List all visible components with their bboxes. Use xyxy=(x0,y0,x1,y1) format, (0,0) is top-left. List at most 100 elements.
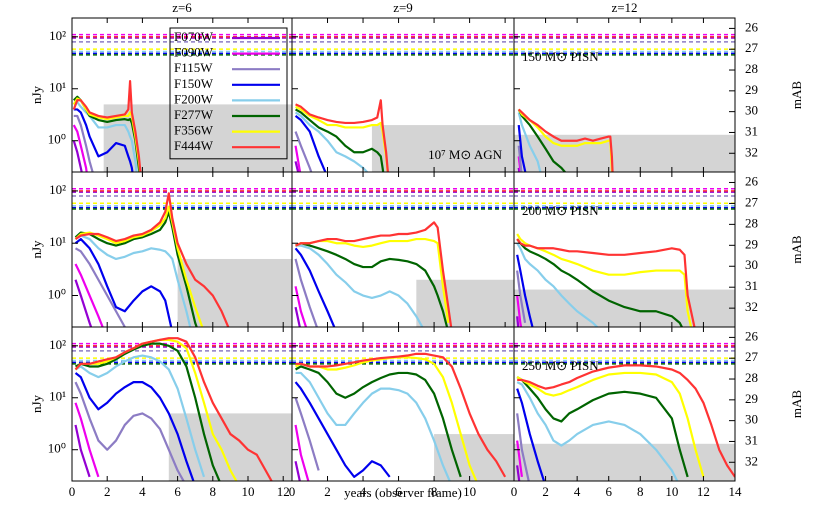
y-tick-label: 10⁰ xyxy=(48,441,66,456)
series-line xyxy=(74,354,206,478)
series-line xyxy=(74,402,100,478)
series-line xyxy=(294,161,300,172)
y-tick-label: 10² xyxy=(49,182,66,197)
y2-tick-label: 29 xyxy=(745,391,758,406)
series-line xyxy=(516,381,679,481)
x-tick-label: 0 xyxy=(289,484,296,499)
series-line xyxy=(74,279,93,327)
shade xyxy=(514,443,735,481)
legend-label: F444W xyxy=(174,138,214,153)
x-tick-label: 12 xyxy=(697,484,710,499)
shade xyxy=(177,258,292,327)
series-line xyxy=(294,461,301,481)
series-line xyxy=(73,108,134,172)
legend-box xyxy=(169,27,288,160)
x-tick-label: 0 xyxy=(69,484,76,499)
series-line xyxy=(74,381,185,481)
y2-tick-label: 32 xyxy=(745,299,758,314)
shade xyxy=(514,134,735,172)
y2-tick-label: 29 xyxy=(745,236,758,251)
shade xyxy=(514,289,735,327)
series-line xyxy=(295,108,385,172)
series-line xyxy=(294,424,310,481)
series-line xyxy=(294,111,369,172)
series-line xyxy=(516,295,523,327)
y-tick-label: 10¹ xyxy=(49,80,66,95)
plot-area xyxy=(292,33,514,172)
x-tick-label: 6 xyxy=(605,484,612,499)
series-line xyxy=(74,234,192,327)
y-axis-label: nJy xyxy=(29,85,44,104)
panel: 0 2 4 6 8 10 12 14 26 27 28 29 30 31 32 mAB 250 M⊙ PISN xyxy=(511,326,804,499)
series-line xyxy=(294,258,319,327)
series-line xyxy=(295,242,449,327)
series-line xyxy=(517,108,614,172)
panel: 10⁰ 10¹ 10² nJy xyxy=(29,171,293,328)
x-tick-label: 4 xyxy=(139,484,146,499)
y2-tick-label: 30 xyxy=(745,103,758,118)
series-line xyxy=(74,424,91,478)
x-tick-label: 8 xyxy=(637,484,644,499)
panel: 0 2 4 6 8 10 12 10⁰ 10¹ 10² nJy xyxy=(29,326,293,499)
annotation: 200 M⊙ PISN xyxy=(522,203,599,218)
y-tick-label: 10² xyxy=(49,337,66,352)
legend-label: F070W xyxy=(174,29,214,44)
plot-area xyxy=(72,337,292,481)
x-tick-label: 8 xyxy=(431,484,438,499)
series-line xyxy=(75,342,221,481)
annotation: 150 M⊙ PISN xyxy=(522,49,599,64)
x-tick-label: 14 xyxy=(729,484,743,499)
series-line xyxy=(74,237,173,327)
series-line xyxy=(295,352,507,478)
y2-tick-label: 27 xyxy=(745,194,759,209)
panel: z=9 10⁷ M⊙ AGN xyxy=(291,0,515,173)
series-line xyxy=(294,397,320,471)
series-line xyxy=(516,376,689,478)
series-line xyxy=(516,242,599,327)
panel: 10⁰ 10¹ 10² z=6 nJy F070WF090WF115WF150WF200W… xyxy=(29,0,293,173)
series-line xyxy=(73,114,94,172)
y2-tick-label: 28 xyxy=(745,370,758,385)
series-line xyxy=(74,192,230,327)
x-tick-label: 6 xyxy=(174,484,181,499)
y2-tick-label: 29 xyxy=(745,82,758,97)
plot-area xyxy=(292,188,514,327)
series-line xyxy=(72,80,142,172)
y-tick-label: 10² xyxy=(49,28,66,43)
x-axis-label: years (observer frame) xyxy=(344,485,462,500)
y2-tick-label: 28 xyxy=(745,215,758,230)
x-tick-label: 4 xyxy=(360,484,367,499)
y2-tick-label: 32 xyxy=(745,144,758,159)
series-line xyxy=(294,115,327,172)
y2-axis-label: mAB xyxy=(789,390,804,419)
x-tick-label: 2 xyxy=(104,484,111,499)
series-line xyxy=(516,465,521,481)
series-line xyxy=(72,124,88,172)
x-tick-label: 10 xyxy=(665,484,678,499)
series-line xyxy=(516,238,684,327)
plot-area xyxy=(514,33,735,172)
column-title: z=6 xyxy=(172,0,192,15)
legend-label: F090W xyxy=(174,45,214,60)
y-axis-label: nJy xyxy=(29,394,44,413)
x-tick-label: 0 xyxy=(511,484,518,499)
legend-label: F115W xyxy=(174,60,213,75)
plot-area xyxy=(514,188,735,327)
series-line xyxy=(517,364,735,478)
series-line xyxy=(516,388,546,481)
series-line xyxy=(74,210,198,327)
annotation: 10⁷ M⊙ AGN xyxy=(428,147,503,162)
y2-tick-label: 30 xyxy=(745,257,758,272)
plot-area xyxy=(72,188,292,327)
series-line xyxy=(294,286,308,327)
series-line xyxy=(516,238,696,327)
y2-tick-label: 32 xyxy=(745,453,758,468)
annotation: 250 M⊙ PISN xyxy=(522,358,599,373)
series-line xyxy=(517,124,527,172)
y2-axis-label: mAB xyxy=(789,235,804,264)
x-tick-label: 2 xyxy=(324,484,331,499)
y2-tick-label: 31 xyxy=(745,432,758,447)
series-line xyxy=(72,140,83,172)
